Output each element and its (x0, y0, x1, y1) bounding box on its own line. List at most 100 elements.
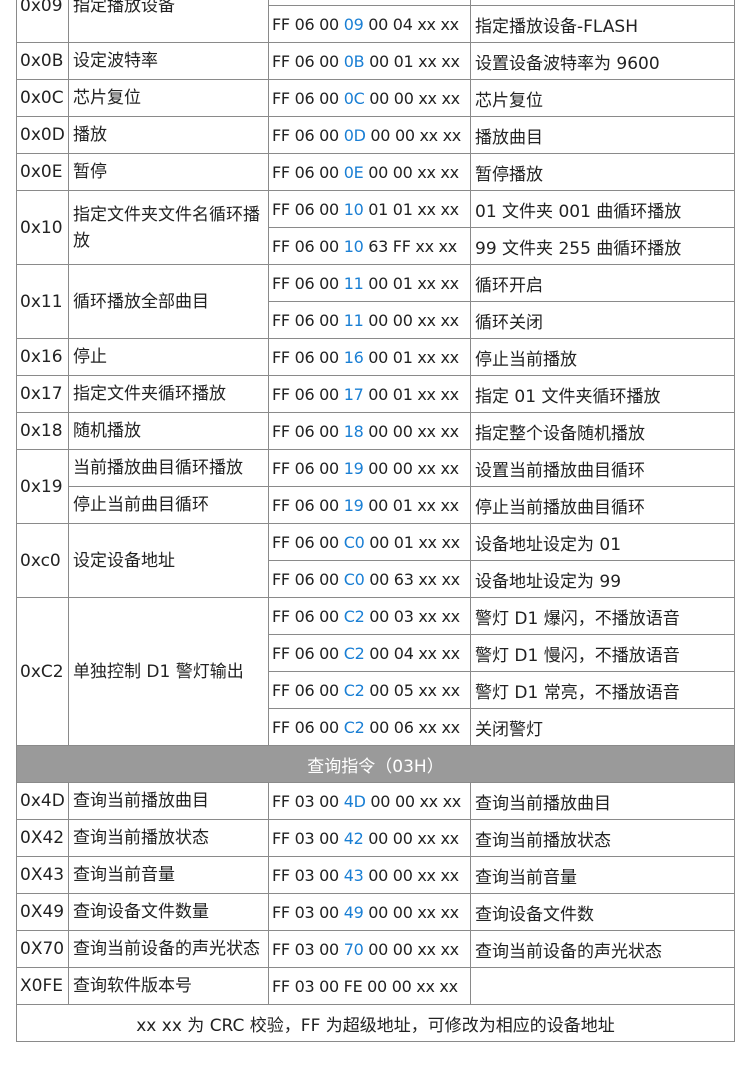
description-cell: 指定整个设备随机播放 (470, 412, 735, 450)
command-cell: FF 03 00 43 00 00 xx xx (268, 856, 471, 894)
description-cell: 查询当前播放状态 (470, 819, 735, 857)
description-cell: 警灯 D1 爆闪，不播放语音 (470, 597, 735, 635)
function-cell: 设定波特率 (68, 42, 269, 80)
command-suffix: 00 00 xx xx (368, 421, 459, 441)
description-cell: 99 文件夹 255 曲循环播放 (470, 227, 735, 265)
command-prefix: FF 06 00 (272, 680, 339, 700)
code-cell: 0xc0 (16, 523, 69, 598)
command-prefix: FF 03 00 (272, 828, 339, 848)
function-cell: 指定文件夹循环播放 (68, 375, 269, 413)
footer-note: xx xx 为 CRC 校验，FF 为超级地址，可修改为相应的设备地址 (16, 1004, 735, 1042)
command-cell: FF 03 00 FE 00 00 xx xx (268, 967, 471, 1005)
command-suffix: 00 01 xx xx (368, 273, 459, 293)
function-cell: 暂停 (68, 153, 269, 191)
code-cell: 0xC2 (16, 597, 69, 746)
table-row: 0x0B 设定波特率 FF 06 00 0B 00 01 xx xx 设置设备波特率为… (16, 42, 735, 80)
command-prefix: FF 06 00 (272, 236, 339, 256)
code-cell: 0x17 (16, 375, 69, 413)
section-header: 查询指令（03H） (16, 745, 735, 783)
command-code: 19 (343, 495, 364, 515)
function-cell: 芯片复位 (68, 79, 269, 117)
code-cell: 0x10 (16, 190, 69, 265)
description-cell: 播放曲目 (470, 116, 735, 154)
command-prefix: FF 06 00 (272, 384, 339, 404)
description-cell: 关闭警灯 (470, 708, 735, 746)
command-suffix: 00 06 xx xx (369, 717, 460, 737)
command-suffix: 00 00 xx xx (370, 125, 461, 145)
function-cell: 查询当前播放状态 (68, 819, 269, 857)
function-cell: 查询当前音量 (68, 856, 269, 894)
table-row: 0x19 当前播放曲目循环播放 FF 06 00 19 00 00 xx xx 设置当… (16, 449, 735, 524)
command-code: C0 (343, 569, 365, 589)
command-cell: FF 06 00 18 00 00 xx xx (268, 412, 471, 450)
command-cell: FF 06 00 C2 00 03 xx xx (268, 597, 471, 635)
description-cell (470, 967, 735, 1005)
description-cell: 停止当前播放曲目循环 (470, 486, 735, 524)
command-cell: FF 06 00 16 00 01 xx xx (268, 338, 471, 376)
command-code: 18 (343, 421, 364, 441)
command-cell: FF 06 00 17 00 01 xx xx (268, 375, 471, 413)
function-cell: 停止 (68, 338, 269, 376)
command-suffix: 00 01 xx xx (369, 51, 460, 71)
command-suffix: 00 63 xx xx (369, 569, 460, 589)
code-cell: 0x19 (16, 449, 69, 524)
code-cell: 0X49 (16, 893, 69, 931)
function-cell: 播放 (68, 116, 269, 154)
function-cell: 查询软件版本号 (68, 967, 269, 1005)
command-table: 0x09 指定播放设备 FF 06 00 09 00 04 xx xx 指定播放设备-… (16, 0, 735, 1042)
table-row: 0x17 指定文件夹循环播放 FF 06 00 17 00 01 xx xx 指定 0… (16, 375, 735, 413)
description-cell: 循环关闭 (470, 301, 735, 339)
code-cell: 0x16 (16, 338, 69, 376)
code-cell: 0x0D (16, 116, 69, 154)
function-cell: 指定播放设备 (68, 0, 269, 43)
command-suffix: 00 00 xx xx (370, 791, 461, 811)
table-row: 0xc0 设定设备地址 FF 06 00 C0 00 01 xx xx 设备地址设定为… (16, 523, 735, 598)
description-cell: 警灯 D1 慢闪，不播放语音 (470, 634, 735, 672)
description-cell: 01 文件夹 001 曲循环播放 (470, 190, 735, 228)
command-prefix: FF 06 00 (272, 310, 339, 330)
command-suffix: 00 01 xx xx (368, 347, 459, 367)
command-code: 16 (343, 347, 364, 367)
code-cell: 0x0B (16, 42, 69, 80)
table-body: 0x09 指定播放设备 FF 06 00 09 00 04 xx xx 指定播放设备-… (16, 0, 735, 1042)
command-suffix: 01 01 xx xx (368, 199, 459, 219)
code-cell: 0X42 (16, 819, 69, 857)
description-cell: 停止当前播放 (470, 338, 735, 376)
table-row: FF 06 00 C2 00 05 xx xx 警灯 D1 常亮，不播放语音 (17, 671, 735, 709)
command-cell: FF 03 00 49 00 00 xx xx (268, 893, 471, 931)
table-row: 0x0E 暂停 FF 06 00 0E 00 00 xx xx 暂停播放 (16, 153, 735, 191)
table-row: 0x11 循环播放全部曲目 FF 06 00 11 00 01 xx xx 循环开启 (16, 264, 735, 339)
command-cell: FF 06 00 19 00 01 xx xx (268, 486, 471, 524)
table-row: 0x16 停止 FF 06 00 16 00 01 xx xx 停止当前播放 (16, 338, 735, 376)
command-suffix: 00 00 xx xx (368, 828, 459, 848)
table-row: FF 06 00 11 00 00 xx xx 循环关闭 (17, 301, 735, 339)
description-cell: 芯片复位 (470, 79, 735, 117)
table-row: 0X43 查询当前音量 FF 03 00 43 00 00 xx xx 查询当前音量 (16, 856, 735, 894)
command-code: 11 (343, 310, 364, 330)
description-cell: 循环开启 (470, 264, 735, 302)
command-prefix: FF 06 00 (272, 421, 339, 441)
table-row: 0x0D 播放 FF 06 00 0D 00 00 xx xx 播放曲目 (16, 116, 735, 154)
table-row: 0x10 指定文件夹文件名循环播放 FF 06 00 10 01 01 xx xx 0… (16, 190, 735, 265)
function-cell: 循环播放全部曲目 (68, 264, 269, 339)
command-code: C0 (343, 532, 365, 552)
command-cell: FF 06 00 0D 00 00 xx xx (268, 116, 471, 154)
command-prefix: FF 06 00 (272, 14, 339, 34)
command-suffix: 00 00 xx xx (369, 88, 460, 108)
function-cell: 当前播放曲目循环播放 (68, 449, 269, 487)
command-prefix: FF 06 00 (272, 717, 339, 737)
description-cell: 设备地址设定为 01 (470, 523, 735, 561)
command-code: 0B (343, 51, 365, 71)
command-cell: FF 06 00 11 00 01 xx xx (268, 264, 471, 302)
command-suffix: 00 04 xx xx (368, 14, 459, 34)
code-cell: 0x0E (16, 153, 69, 191)
code-cell: 0x4D (16, 782, 69, 820)
description-cell: 查询当前音量 (470, 856, 735, 894)
command-suffix: 00 00 xx xx (368, 902, 459, 922)
command-cell: FF 06 00 C0 00 01 xx xx (268, 523, 471, 561)
description-cell: 设置设备波特率为 9600 (470, 42, 735, 80)
command-prefix: FF 03 00 (272, 865, 339, 885)
command-suffix: 00 00 xx xx (368, 865, 459, 885)
command-code: 42 (343, 828, 364, 848)
